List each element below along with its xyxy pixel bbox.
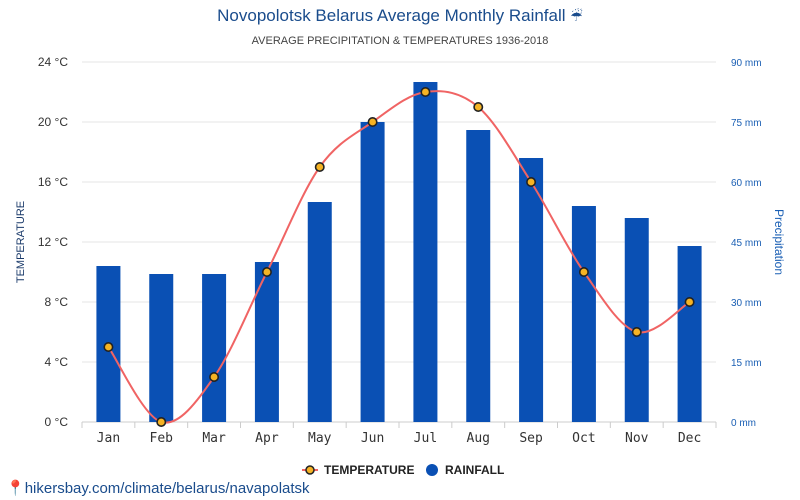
y-tick-label-right: 30 mm xyxy=(731,298,762,309)
legend-temperature-label: TEMPERATURE xyxy=(324,463,415,477)
umbrella-rain-icon: ☔ xyxy=(570,8,583,24)
rainfall-bar xyxy=(149,274,174,422)
legend-temperature-marker xyxy=(302,465,318,475)
source-link[interactable]: 📍hikersbay.com/climate/belarus/navapolat… xyxy=(6,479,310,497)
rainfall-bar xyxy=(677,246,702,422)
legend-item-rainfall[interactable]: RAINFALL xyxy=(425,463,504,477)
rainfall-bar xyxy=(254,262,279,422)
temperature-point xyxy=(367,117,378,128)
temperature-line xyxy=(107,90,691,424)
climate-chart: 0 °C 0 mm 4 °C 15 mm 8 °C 30 mm 12 °C 45 mm 16 °… xyxy=(15,55,786,446)
legend-rainfall-label: RAINFALL xyxy=(445,463,505,477)
rainfall-bar xyxy=(571,206,596,422)
y-tick-label-left: 24 °C xyxy=(38,55,68,69)
chart-title-text: Novopolotsk Belarus Average Monthly Rain… xyxy=(217,6,566,25)
x-tick-label: May xyxy=(308,431,332,446)
y-tick-label-left: 4 °C xyxy=(45,355,69,369)
rainfall-bar xyxy=(624,218,649,422)
source-url-text: hikersbay.com/climate/belarus/navapolats… xyxy=(24,480,310,497)
temperature-point xyxy=(684,296,695,307)
y-axis-title-right: Precipitation xyxy=(772,209,786,275)
y-tick-label-right: 0 mm xyxy=(731,418,756,429)
chart-title: Novopolotsk Belarus Average Monthly Rain… xyxy=(0,6,800,26)
rainfall-bar xyxy=(307,202,332,422)
x-tick-label: Oct xyxy=(572,431,595,446)
y-tick-label-right: 45 mm xyxy=(731,238,762,249)
temperature-point xyxy=(473,102,484,113)
y-tick-label-left: 8 °C xyxy=(45,295,69,309)
y-tick-label-right: 75 mm xyxy=(731,118,762,129)
x-tick-label: Jun xyxy=(361,431,384,446)
temperature-point xyxy=(261,266,272,277)
y-tick-label-left: 12 °C xyxy=(38,235,68,249)
rainfall-bar xyxy=(466,130,491,422)
y-tick-label-right: 60 mm xyxy=(731,178,762,189)
x-tick-label: Jul xyxy=(414,431,437,446)
rainfall-bar xyxy=(413,82,438,422)
temperature-point xyxy=(103,341,114,352)
y-tick-label-right: 90 mm xyxy=(731,58,762,69)
x-tick-label: Sep xyxy=(519,431,543,446)
map-pin-icon: 📍 xyxy=(6,480,25,497)
temperature-point xyxy=(420,87,431,98)
temperature-point xyxy=(526,177,537,188)
x-tick-label: Aug xyxy=(467,431,490,446)
rainfall-bar xyxy=(202,274,227,422)
legend-item-temperature[interactable]: TEMPERATURE xyxy=(302,463,414,477)
temperature-point xyxy=(578,266,589,277)
y-tick-label-left: 16 °C xyxy=(38,175,68,189)
x-tick-label: Jan xyxy=(97,431,120,446)
x-tick-label: Nov xyxy=(625,431,649,446)
chart-subtitle: AVERAGE PRECIPITATION & TEMPERATURES 193… xyxy=(251,35,549,47)
y-tick-label-left: 20 °C xyxy=(38,115,68,129)
legend-rainfall-marker xyxy=(426,464,438,476)
x-tick-label: Apr xyxy=(255,431,279,446)
temperature-point xyxy=(631,326,642,337)
y-tick-label-left: 0 °C xyxy=(45,415,69,429)
rainfall-bar xyxy=(519,158,544,422)
x-tick-label: Feb xyxy=(150,431,174,446)
x-tick-label: Dec xyxy=(678,431,701,446)
temperature-point xyxy=(314,162,325,173)
y-tick-label-right: 15 mm xyxy=(731,358,762,369)
x-tick-label: Mar xyxy=(202,431,226,446)
y-axis-title-left: TEMPERATURE xyxy=(15,201,27,283)
chart-legend: TEMPERATURE RAINFALL xyxy=(0,463,800,481)
temperature-point xyxy=(156,416,167,427)
temperature-point xyxy=(209,371,220,382)
rainfall-bar xyxy=(360,122,385,422)
